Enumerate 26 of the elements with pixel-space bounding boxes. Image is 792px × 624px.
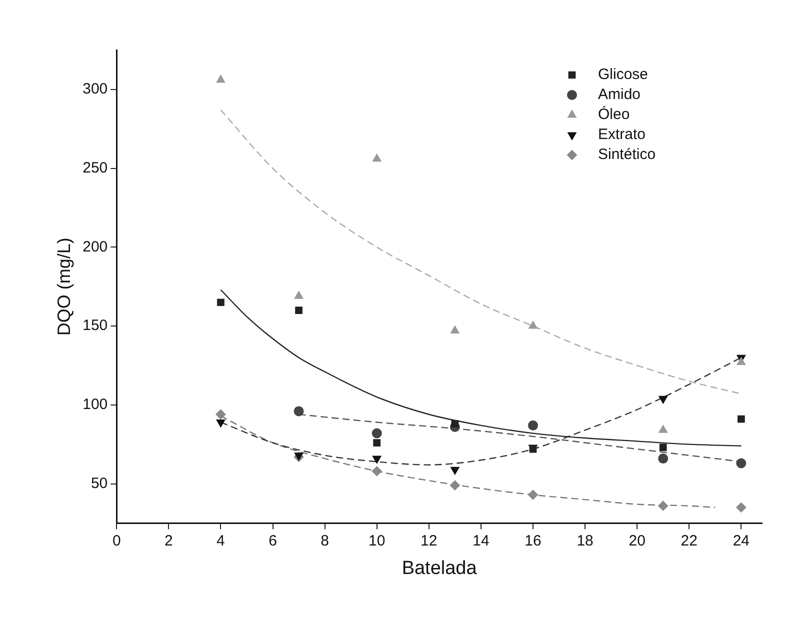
x-tick-label: 16 [524, 532, 542, 550]
x-tick-label: 4 [216, 532, 225, 550]
x-tick-label: 18 [576, 532, 594, 550]
x-tick-label: 10 [368, 532, 386, 550]
y-axis-title: DQO (mg/L) [54, 238, 74, 336]
legend-label: Amido [598, 86, 641, 104]
x-tick-label: 6 [268, 532, 277, 550]
x-tick-label: 22 [680, 532, 698, 550]
legend-label: Sintético [598, 146, 656, 164]
y-tick-label: 300 [82, 80, 108, 98]
x-tick-label: 24 [732, 532, 750, 550]
y-tick-label: 100 [82, 396, 108, 414]
x-tick-label: 12 [420, 532, 438, 550]
x-tick-label: 20 [628, 532, 646, 550]
y-tick-label: 150 [82, 317, 108, 334]
x-tick-label: 14 [472, 532, 490, 550]
x-tick-label: 8 [320, 532, 329, 550]
x-tick-label: 2 [164, 532, 173, 550]
legend-label: Extrato [598, 126, 646, 144]
legend-label: Óleo [598, 105, 630, 124]
y-tick-label: 50 [90, 474, 108, 492]
y-tick-label: 250 [82, 159, 108, 176]
x-tick-label: 0 [112, 532, 121, 550]
legend-label: Glicose [598, 66, 648, 84]
y-tick-label: 200 [82, 238, 108, 256]
x-axis-title: Batelada [402, 558, 478, 579]
